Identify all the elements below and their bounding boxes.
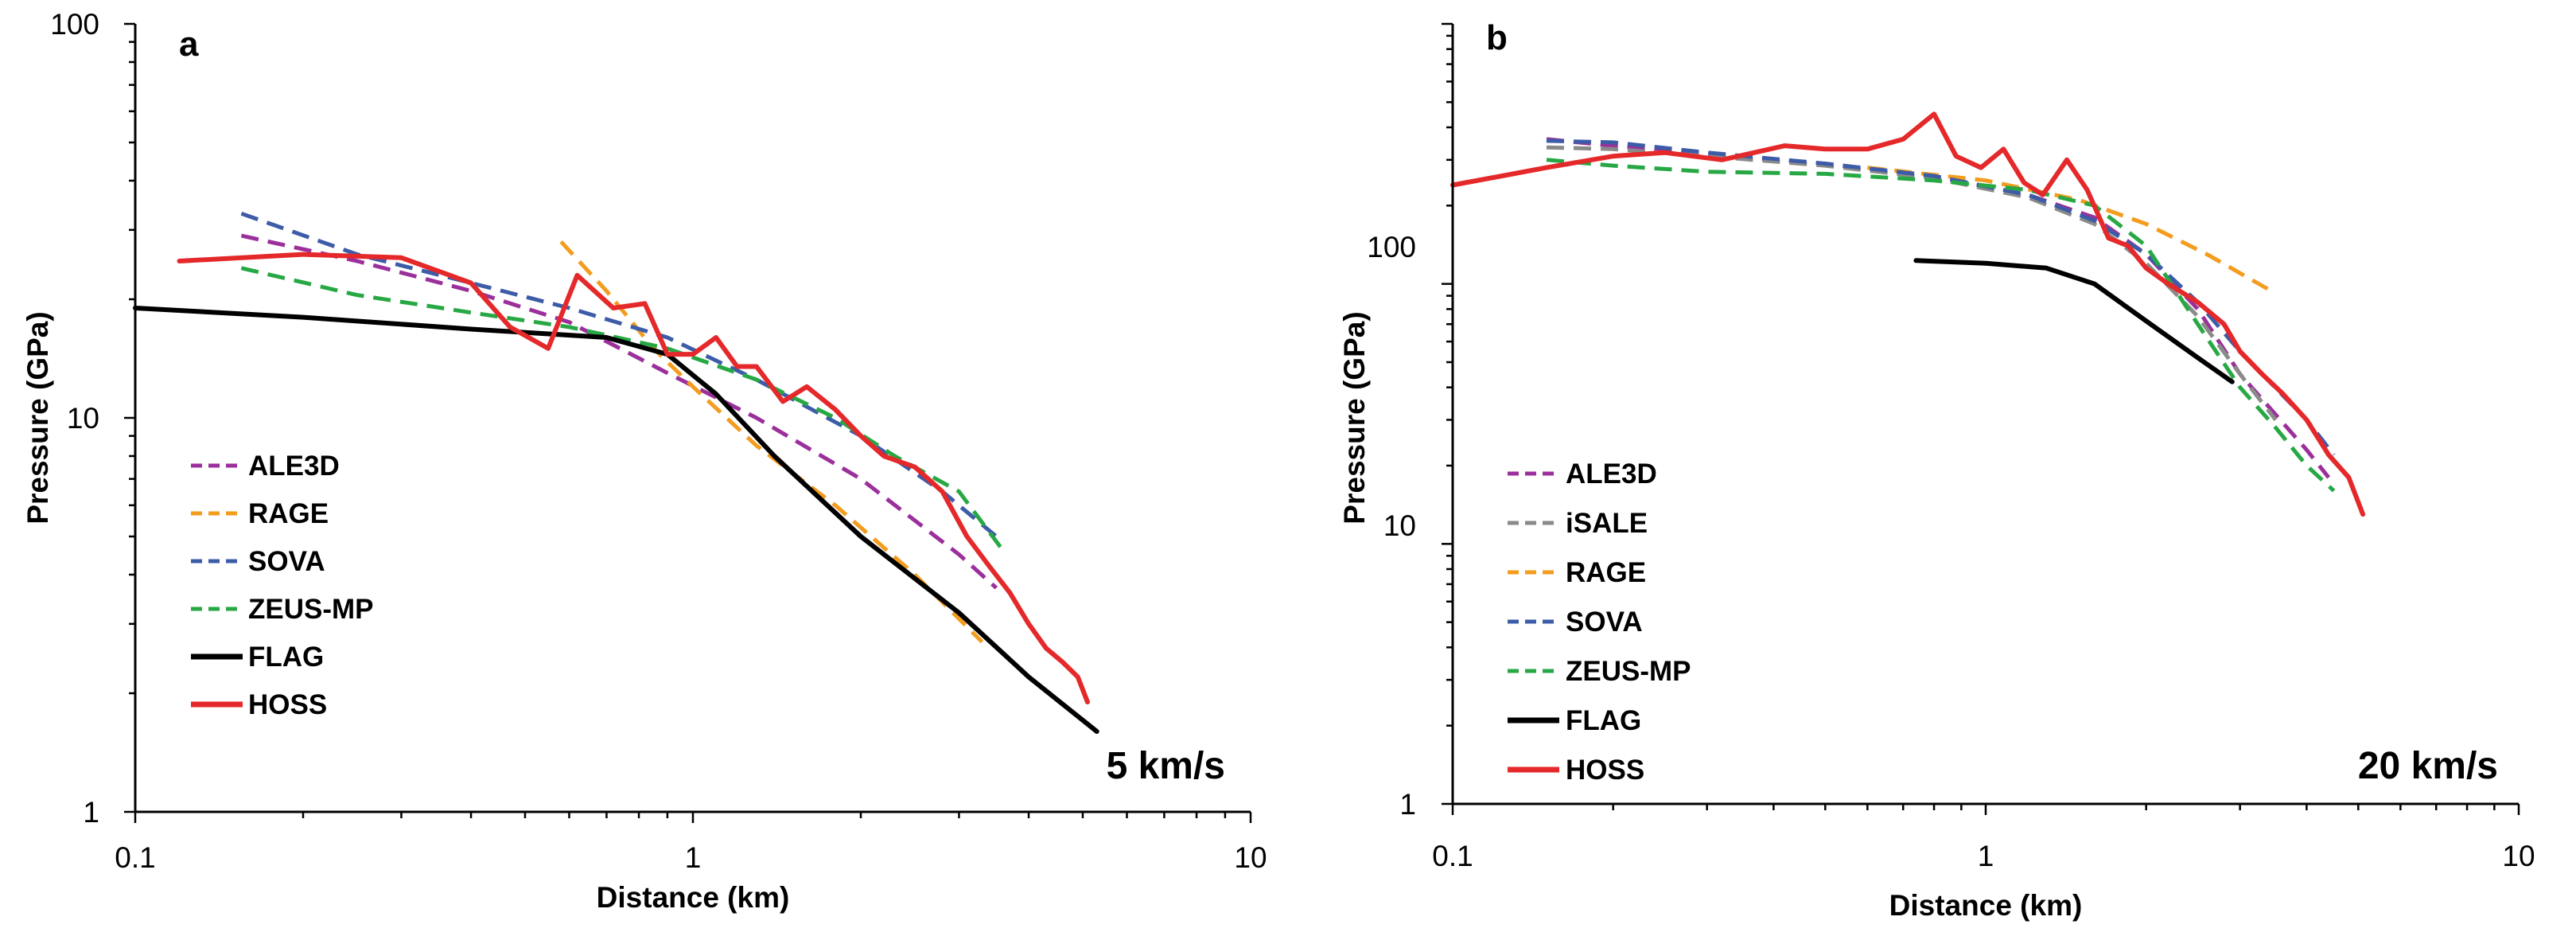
legend-a: ALE3D RAGE SOVA ZEUS-MP FLAG HOSS xyxy=(191,450,374,720)
panel-letter-a: a xyxy=(179,25,199,64)
speed-annotation-a: 5 km/s xyxy=(1107,745,1225,787)
y-tick-label-b-100: 100 xyxy=(1367,231,1416,263)
x-axis-title-a: Distance (km) xyxy=(597,881,790,914)
legend-label-a-hoss: HOSS xyxy=(248,689,327,720)
x-tick-label-a-10: 10 xyxy=(1234,841,1267,874)
legend-label-a-zeus-mp: ZEUS-MP xyxy=(248,594,374,625)
ticks-group-a xyxy=(124,22,1252,823)
series-group-a xyxy=(133,211,1099,734)
series-line-sova xyxy=(240,211,998,538)
y-tick-label-a-1: 1 xyxy=(83,796,99,829)
y-tick-label-a-10: 10 xyxy=(67,402,99,435)
legend-label-a-flag: FLAG xyxy=(248,642,324,673)
x-tick-label-a-0.1: 0.1 xyxy=(115,841,155,874)
series-line-rage xyxy=(1867,166,2271,292)
series-line-ale3d xyxy=(240,233,998,590)
y-axis-title-b: Pressure (GPa) xyxy=(1338,311,1371,524)
series-line-flag xyxy=(133,306,1099,734)
plot-area-a xyxy=(135,24,1251,812)
y-tick-label-b-10: 10 xyxy=(1383,509,1416,542)
series-line-isale xyxy=(1546,145,2278,422)
y-tick-label-b-1: 1 xyxy=(1399,788,1416,821)
y-axis-title-a: Pressure (GPa) xyxy=(21,311,54,524)
chart-panel-b: 100 10 1 0.1 1 10 Distance (km) Pressure… xyxy=(1338,18,2535,922)
legend-label-a-rage: RAGE xyxy=(248,498,329,529)
series-line-zeus-mp xyxy=(240,266,1006,552)
x-tick-label-b-10: 10 xyxy=(2502,840,2535,872)
x-tick-label-b-1: 1 xyxy=(1978,840,1994,872)
speed-annotation-b: 20 km/s xyxy=(2358,745,2498,787)
legend-label-b-zeus-mp: ZEUS-MP xyxy=(1566,656,1691,687)
x-tick-label-a-1: 1 xyxy=(685,841,702,874)
x-axis-title-b: Distance (km) xyxy=(1889,889,2083,922)
legend-label-a-sova: SOVA xyxy=(248,546,325,577)
y-tick-label-a-100: 100 xyxy=(50,8,99,41)
legend-label-b-isale: iSALE xyxy=(1566,508,1648,539)
legend-label-b-ale3d: ALE3D xyxy=(1566,458,1657,490)
x-tick-label-b-0.1: 0.1 xyxy=(1432,840,1473,872)
legend-b: ALE3D iSALE RAGE SOVA ZEUS-MP FLAG HOSS xyxy=(1508,458,1691,786)
series-line-hoss xyxy=(177,252,1090,704)
legend-label-a-ale3d: ALE3D xyxy=(248,450,340,482)
series-line-rage xyxy=(559,240,984,644)
legend-label-b-hoss: HOSS xyxy=(1566,755,1644,786)
series-line-flag xyxy=(1913,258,2235,384)
panel-letter-b: b xyxy=(1486,18,1508,57)
legend-label-b-sova: SOVA xyxy=(1566,607,1643,638)
legend-label-b-rage: RAGE xyxy=(1566,557,1646,588)
ticks-group-b xyxy=(1442,22,2520,815)
chart-panel-a: 100 10 1 0.1 1 10 Distance (km) Pressure… xyxy=(21,8,1267,914)
series-group-b xyxy=(1450,111,2366,517)
series-line-hoss xyxy=(1450,111,2366,517)
legend-label-b-flag: FLAG xyxy=(1566,705,1641,736)
